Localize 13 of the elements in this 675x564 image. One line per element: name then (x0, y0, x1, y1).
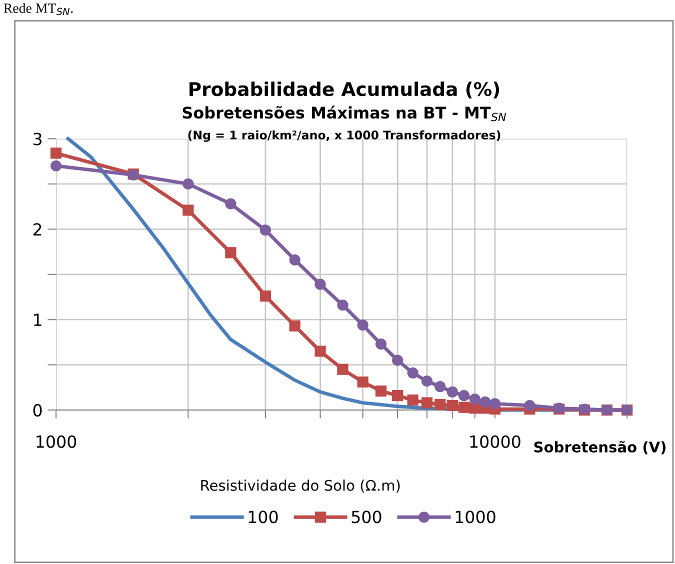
y-tick-label: 3 (33, 132, 42, 146)
y-tick-label: 2 (33, 223, 42, 236)
legend-label: 500 (352, 510, 382, 524)
chart-title: Probabilidade Acumulada (%) (190, 82, 500, 98)
y-tick-label: 1 (34, 314, 42, 326)
x-tick-label: 10000 (470, 435, 520, 448)
x-axis-title: Sobretensão (V) (534, 440, 666, 454)
legend-label: 1000 (456, 510, 496, 524)
legend-title: Resistividade do Solo (Ω.m) (201, 480, 400, 493)
y-tick-label: 0 (33, 404, 42, 417)
text: Rede MT$_{SN}$. (4, 3, 73, 16)
legend-label: 100 (248, 510, 278, 524)
chart-subtitle: Sobretensões Máximas na BT - MT$_{SN}$ (Ng = 1 raio/km²/ano, x 1000 Transformadores) (182, 106, 506, 142)
